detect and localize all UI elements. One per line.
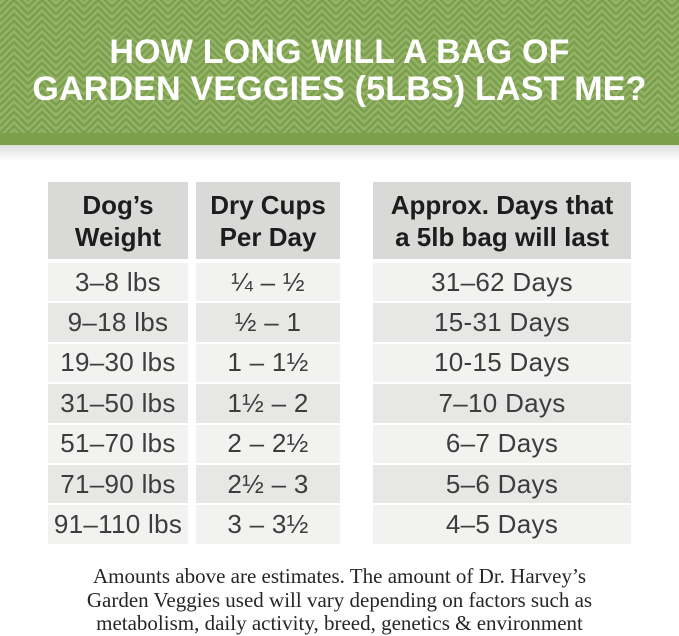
header-line: Dog’s (82, 189, 154, 220)
page-title: HOW LONG WILL A BAG OF GARDEN VEGGIES (5… (0, 34, 679, 108)
cups-cell: 2½ – 3 (196, 464, 340, 504)
disclaimer-line-2: Garden Veggies used will vary depending … (86, 587, 593, 612)
cups-cell: 1½ – 2 (196, 384, 340, 423)
days-cell: 5–6 Days (373, 464, 631, 504)
feeding-table: Dog’s Weight Dry Cups Per Day Approx. Da… (48, 182, 631, 546)
title-line-2: GARDEN VEGGIES (5LBS) LAST ME? (32, 70, 647, 108)
table-header-row: Dog’s Weight Dry Cups Per Day Approx. Da… (48, 182, 631, 263)
disclaimer-line-3: metabolism, daily activity, breed, genet… (96, 611, 583, 635)
disclaimer-text: Amounts above are estimates. The amount … (0, 564, 679, 636)
table-row: 3–8 lbs ¼ – ½ 31–62 Days (48, 263, 631, 303)
table-row: 19–30 lbs 1 – 1½ 10-15 Days (48, 343, 631, 384)
cups-cell: ½ – 1 (196, 303, 340, 342)
header-line: a 5lb bag will last (395, 221, 609, 252)
column-header-dogs-weight: Dog’s Weight (48, 182, 188, 259)
days-cell: 7–10 Days (373, 384, 631, 423)
days-cell: 31–62 Days (373, 263, 631, 302)
table-row: 9–18 lbs ½ – 1 15-31 Days (48, 303, 631, 343)
table-row: 31–50 lbs 1½ – 2 7–10 Days (48, 384, 631, 424)
cups-cell: 3 – 3½ (196, 505, 340, 544)
days-cell: 10-15 Days (373, 343, 631, 383)
table-row: 91–110 lbs 3 – 3½ 4–5 Days (48, 505, 631, 545)
header-line: Per Day (219, 221, 317, 252)
table-row: 71–90 lbs 2½ – 3 5–6 Days (48, 464, 631, 505)
weight-cell: 9–18 lbs (48, 303, 188, 342)
header-line: Approx. Days that (390, 189, 614, 220)
header-line: Weight (74, 221, 162, 252)
weight-cell: 51–70 lbs (48, 424, 188, 463)
band-shadow (0, 145, 679, 161)
days-cell: 15-31 Days (373, 303, 631, 342)
band-bottom-stripe (0, 133, 679, 145)
cups-cell: 1 – 1½ (196, 343, 340, 383)
column-header-dry-cups: Dry Cups Per Day (196, 182, 340, 259)
weight-cell: 31–50 lbs (48, 384, 188, 423)
title-line-1: HOW LONG WILL A BAG OF (109, 33, 570, 71)
weight-cell: 3–8 lbs (48, 263, 188, 302)
header-line: Dry Cups (210, 189, 326, 220)
table-row: 51–70 lbs 2 – 2½ 6–7 Days (48, 424, 631, 465)
header-band: HOW LONG WILL A BAG OF GARDEN VEGGIES (5… (0, 0, 679, 145)
weight-cell: 71–90 lbs (48, 464, 188, 504)
weight-cell: 91–110 lbs (48, 505, 188, 544)
days-cell: 6–7 Days (373, 424, 631, 463)
days-cell: 4–5 Days (373, 505, 631, 544)
herringbone-pattern (0, 0, 679, 133)
weight-cell: 19–30 lbs (48, 343, 188, 383)
cups-cell: 2 – 2½ (196, 424, 340, 463)
cups-cell: ¼ – ½ (196, 263, 340, 302)
column-header-days-last: Approx. Days that a 5lb bag will last (373, 182, 631, 259)
disclaimer-line-1: Amounts above are estimates. The amount … (93, 564, 586, 588)
